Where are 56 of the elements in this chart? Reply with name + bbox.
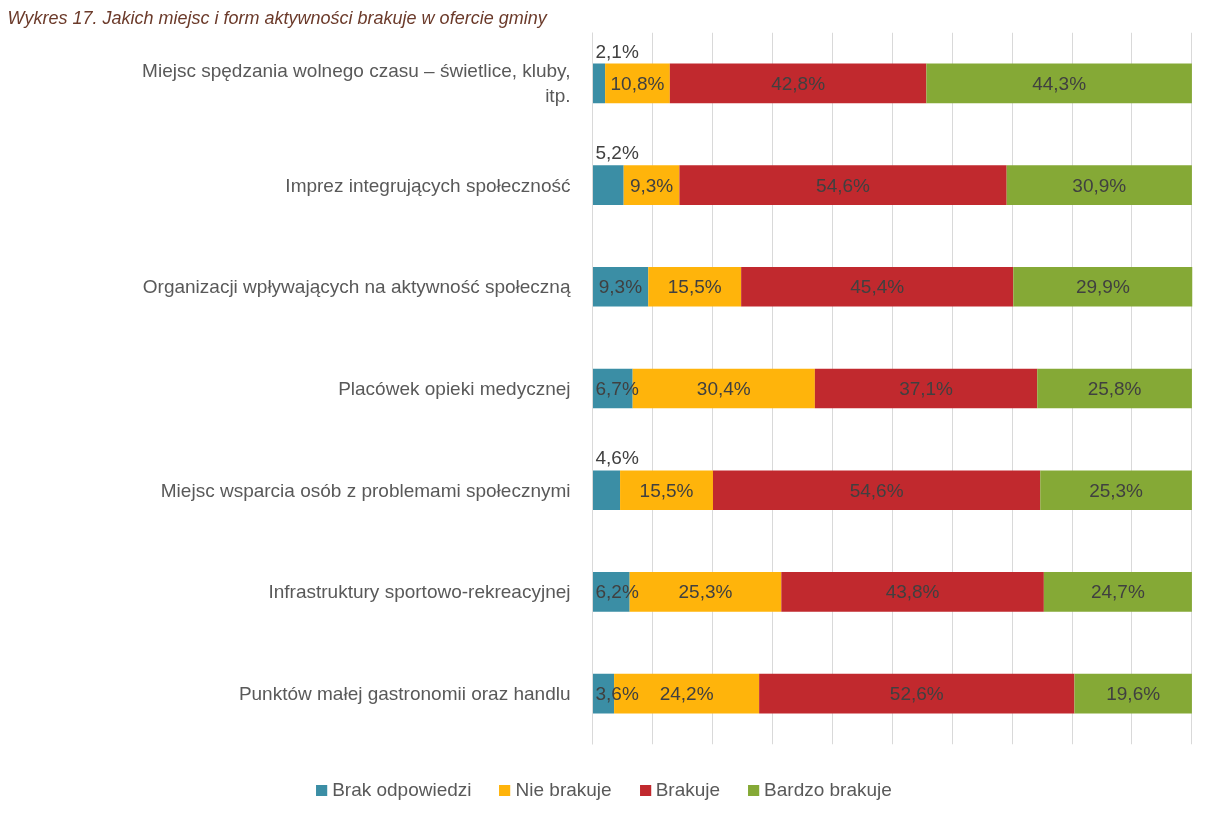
data-label: 9,3% <box>598 276 643 298</box>
data-label: 25,3% <box>1089 479 1144 501</box>
bar <box>926 63 1192 104</box>
data-label: 52,6% <box>889 683 944 705</box>
legend-label: Brak odpowiedzi <box>332 779 472 801</box>
legend-label: Nie brakuje <box>515 779 612 801</box>
data-label: 24,7% <box>1090 581 1145 603</box>
text: Wykres 17. Jakich miejsc i form aktywności brakuje w ofercie gminy <box>7 7 548 28</box>
bar <box>592 63 606 104</box>
data-label: 25,3% <box>678 581 733 603</box>
data-label: 54,6% <box>816 174 871 196</box>
bar <box>679 165 1007 205</box>
bar <box>741 266 1014 307</box>
data-label: 44,3% <box>1032 72 1087 94</box>
bar <box>1006 165 1192 205</box>
bar <box>620 470 713 511</box>
y-tick-label: Miejsc spędzania wolnego czasu – świetlice, kluby, itp. <box>142 60 571 107</box>
data-label: 30,4% <box>696 378 751 399</box>
y-tick-label: Miejsc wsparcia osób z problemami społecznymi <box>160 479 571 501</box>
bar <box>1037 368 1192 409</box>
data-label: 30,9% <box>1072 174 1127 196</box>
bar <box>1074 673 1192 714</box>
data-label: 25,8% <box>1087 378 1142 399</box>
data-label: 5,2% <box>595 142 639 164</box>
bar <box>814 368 1038 409</box>
bar <box>1040 470 1192 511</box>
data-label: 19,6% <box>1106 683 1161 705</box>
bar <box>592 470 621 511</box>
y-tick-label: Organizacji wpływających na aktywność społeczną <box>142 276 571 298</box>
data-label: 10,8% <box>610 72 665 94</box>
legend-label: Brakuje <box>655 779 721 801</box>
y-tick-label: Imprez integrujących społeczność <box>285 174 571 196</box>
bar <box>669 63 927 104</box>
bar <box>1043 572 1192 612</box>
legend-label: Bardzo brakuje <box>764 779 892 801</box>
bar <box>781 572 1044 612</box>
bar <box>648 266 742 307</box>
data-label: 45,4% <box>850 276 905 298</box>
data-label: 15,5% <box>667 276 722 298</box>
bar <box>1013 266 1193 307</box>
y-tick-label: Punktów małej gastronomii oraz handlu <box>238 683 571 705</box>
data-label: 9,3% <box>629 174 674 196</box>
data-label: 15,5% <box>639 479 694 501</box>
data-label: 43,8% <box>885 581 940 603</box>
y-tick-label: Placówek opieki medycznej <box>338 378 571 399</box>
data-label: 24,2% <box>659 683 714 705</box>
bar <box>712 470 1041 511</box>
data-label: 42,8% <box>771 72 826 94</box>
data-label: 37,1% <box>899 378 954 399</box>
data-label: 4,6% <box>595 447 639 469</box>
data-label: 29,9% <box>1075 276 1130 298</box>
bar <box>592 165 624 205</box>
y-tick-label: Infrastruktury sportowo-rekreacyjnej <box>268 581 571 603</box>
data-label: 2,1% <box>595 40 639 62</box>
bar <box>759 673 1075 714</box>
data-label: 54,6% <box>849 479 904 501</box>
